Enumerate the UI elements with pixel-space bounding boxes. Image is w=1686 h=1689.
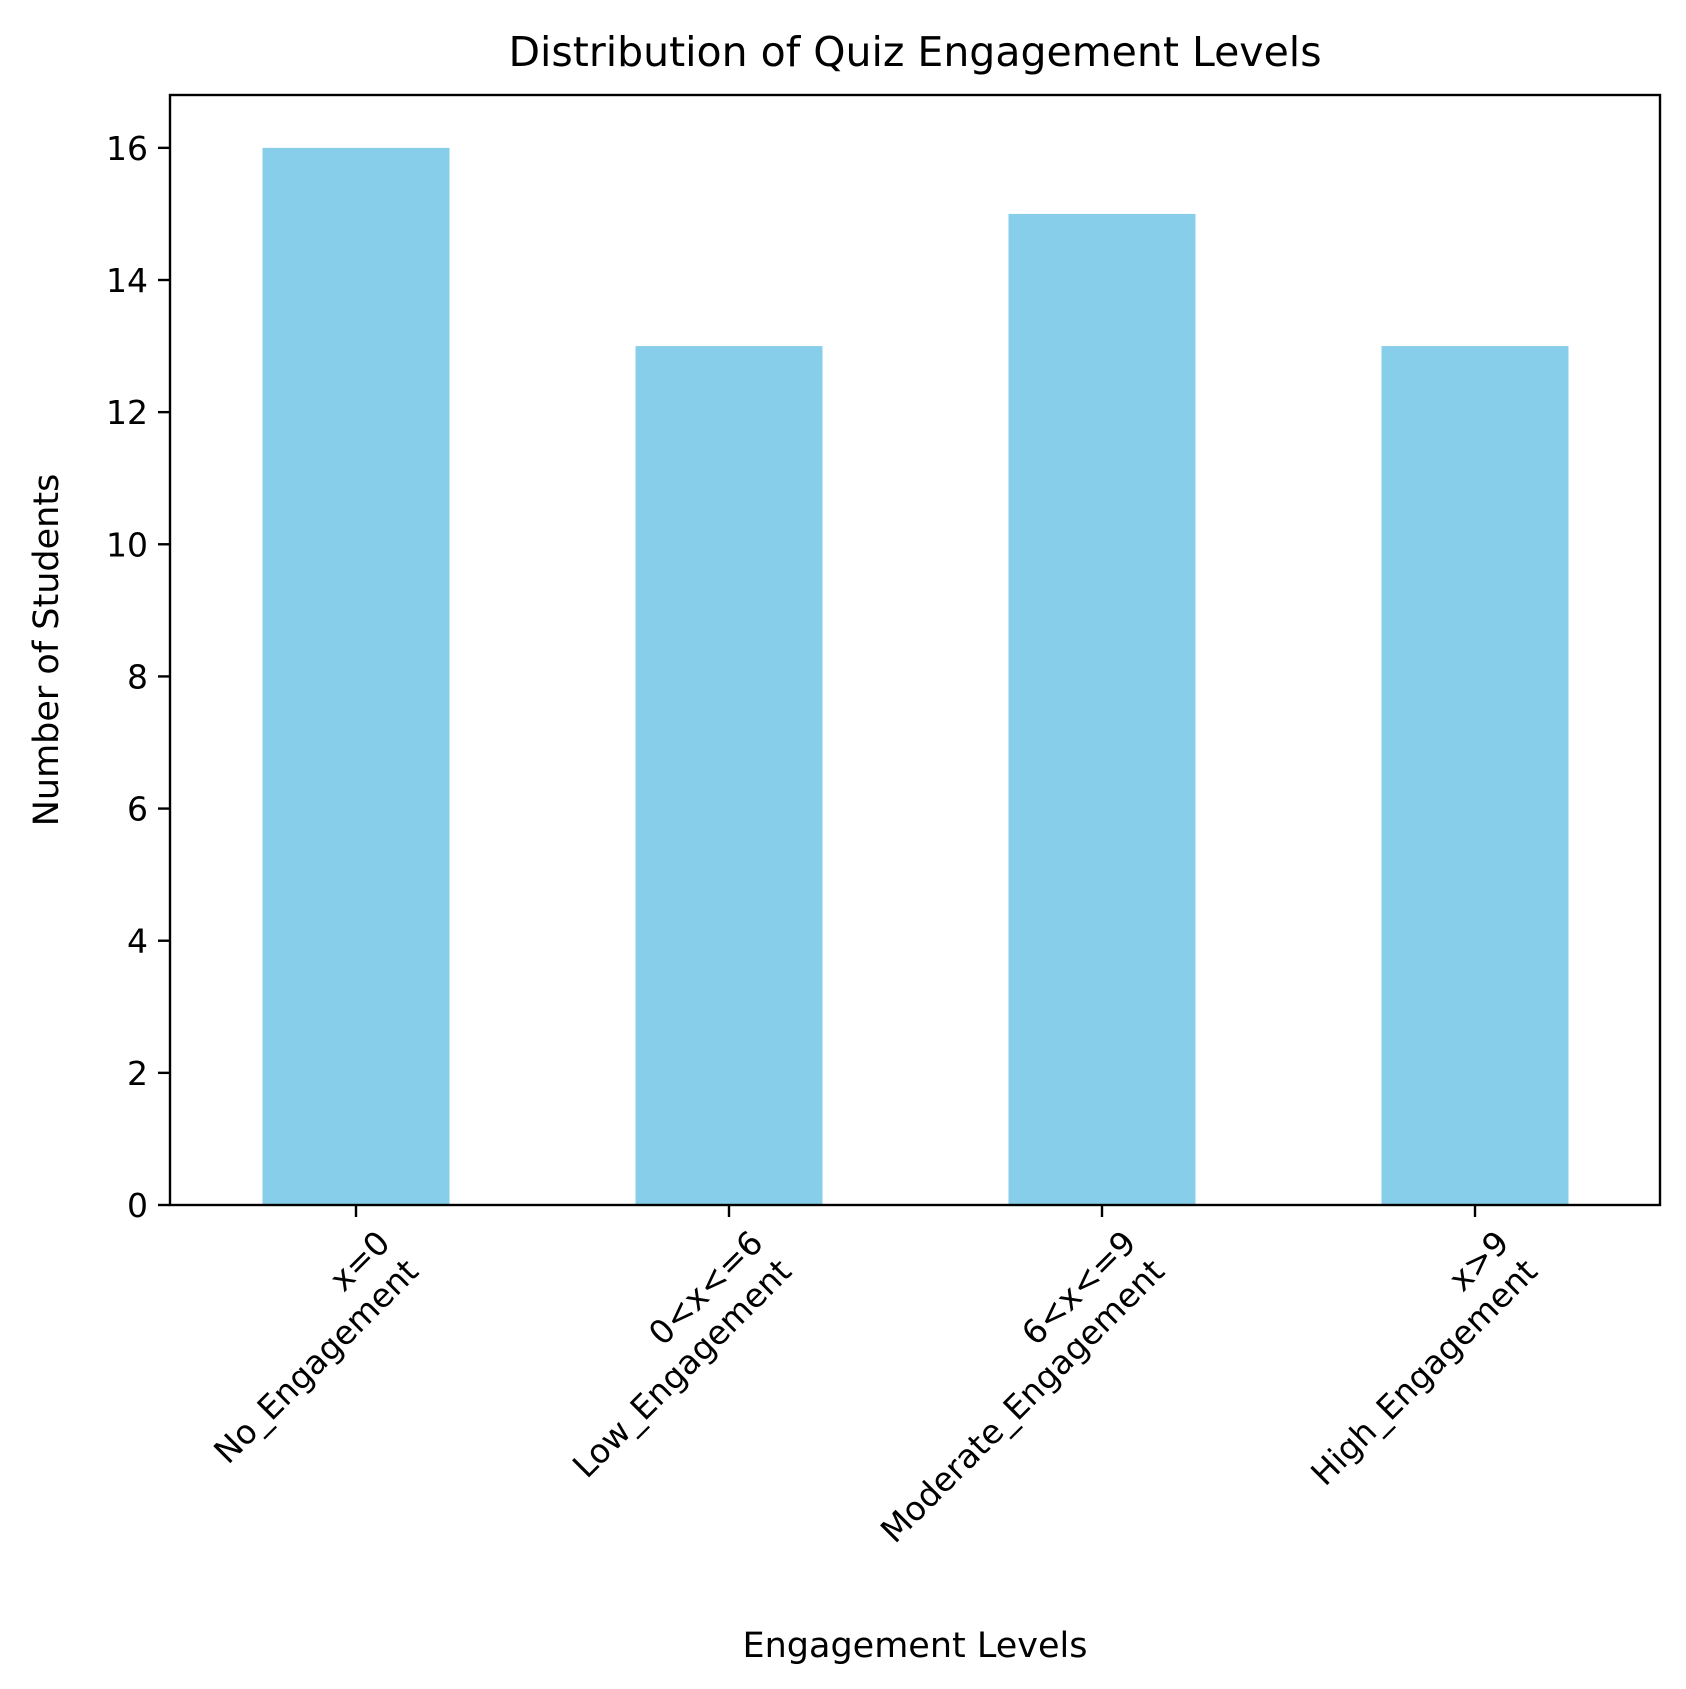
y-tick-label-2: 4 <box>127 922 148 961</box>
y-tick-label-7: 14 <box>106 261 148 300</box>
plot-frame <box>168 93 1662 1207</box>
y-tick-label-0: 0 <box>127 1186 148 1225</box>
y-ticks-group: 0 2 4 6 8 10 12 14 16 <box>106 129 170 1225</box>
y-axis-label: Number of Students <box>27 474 67 827</box>
y-tick-label-3: 6 <box>127 790 148 829</box>
bar-1 <box>635 346 823 1206</box>
y-tick-label-8: 16 <box>106 129 148 168</box>
bar-2 <box>1008 213 1196 1205</box>
chart-title: Distribution of Quiz Engagement Levels <box>508 28 1321 76</box>
y-tick-label-6: 12 <box>106 393 148 432</box>
y-tick-label-4: 8 <box>127 657 148 696</box>
x-axis-label: Engagement Levels <box>743 1626 1088 1666</box>
y-tick-label-5: 10 <box>106 525 148 564</box>
bar-3 <box>1381 346 1569 1206</box>
bar-0 <box>262 147 450 1205</box>
bars-group <box>262 147 1569 1206</box>
y-tick-label-1: 2 <box>127 1054 148 1093</box>
